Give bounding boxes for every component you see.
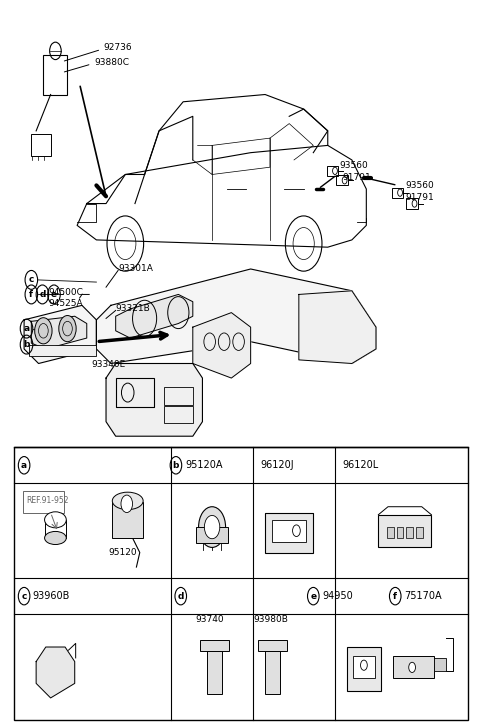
Polygon shape [96,269,376,364]
Text: e: e [51,290,57,299]
Text: 95120: 95120 [108,548,137,557]
Bar [265,513,313,553]
Text: 93301A: 93301A [118,265,153,273]
Text: 75170A: 75170A [404,591,442,601]
Bar [406,527,413,538]
Polygon shape [193,313,251,378]
Text: b: b [23,340,30,349]
Text: d: d [177,592,184,601]
Bar [23,491,64,513]
Ellipse shape [44,512,67,528]
Text: 93880C: 93880C [94,58,129,67]
Text: 93560: 93560 [340,161,369,169]
Bar [112,502,143,538]
Bar [164,406,193,423]
Bar [416,527,423,538]
Text: 94950: 94950 [322,591,353,601]
Bar [265,651,280,694]
Text: f: f [29,290,33,299]
Text: 96120L: 96120L [342,460,378,470]
Polygon shape [116,294,193,338]
Polygon shape [31,316,87,349]
Text: 95120A: 95120A [186,460,223,470]
Polygon shape [24,305,96,364]
Text: 94500C: 94500C [48,288,83,297]
Text: 91791: 91791 [342,173,371,182]
Text: 93321B: 93321B [116,305,150,313]
Ellipse shape [112,492,143,510]
Circle shape [59,316,76,342]
Text: 94525A: 94525A [48,300,83,308]
Text: 93960B: 93960B [33,591,70,601]
Circle shape [121,495,133,513]
Polygon shape [106,364,202,436]
Text: 93560: 93560 [405,181,434,190]
Bar [347,647,381,691]
Text: 93740: 93740 [195,615,224,624]
Circle shape [35,318,52,344]
Bar [336,175,348,185]
Text: 92736: 92736 [104,44,132,52]
Bar [196,527,228,543]
Text: d: d [39,290,46,299]
Polygon shape [36,647,75,698]
Bar [164,387,193,405]
Circle shape [199,507,226,547]
Text: e: e [310,592,316,601]
Bar [43,55,67,95]
Bar [116,378,154,407]
Bar [397,527,403,538]
Text: b: b [173,461,179,470]
Bar [393,656,434,678]
Text: 93340E: 93340E [92,361,126,369]
Bar [207,651,222,694]
Bar [392,188,403,198]
Text: a: a [21,461,27,470]
Circle shape [409,662,415,672]
Bar [200,640,229,651]
Text: f: f [393,592,397,601]
Bar [272,520,306,542]
Bar [327,166,338,176]
Text: 91791: 91791 [405,193,434,202]
Text: c: c [28,276,34,284]
Bar [406,198,418,209]
Bar [353,656,375,678]
Ellipse shape [44,531,67,545]
Circle shape [204,515,220,539]
Bar [31,134,51,156]
Text: REF.91-952: REF.91-952 [27,496,69,505]
Bar [14,447,468,720]
Text: a: a [24,324,29,333]
Text: c: c [21,592,27,601]
Text: 96120J: 96120J [260,460,294,470]
Polygon shape [299,291,376,364]
Bar [378,515,431,547]
Bar [434,658,446,671]
Text: 93980B: 93980B [253,615,288,624]
Bar [387,527,394,538]
Bar [29,345,96,356]
Bar [258,640,287,651]
